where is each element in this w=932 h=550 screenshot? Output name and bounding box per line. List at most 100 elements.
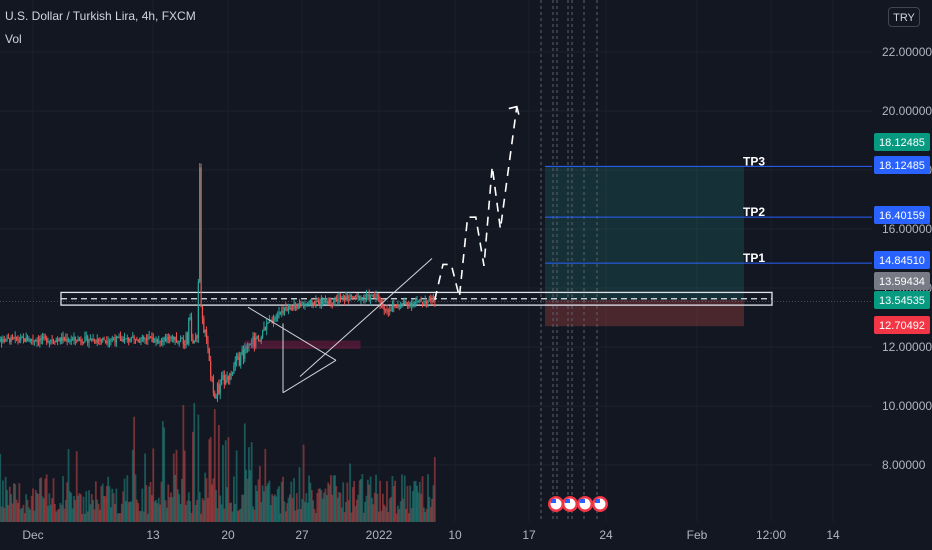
volume-bar bbox=[319, 488, 321, 522]
candle-body bbox=[207, 339, 209, 349]
volume-bar bbox=[339, 492, 342, 522]
volume-bar bbox=[289, 494, 291, 522]
volume-bar bbox=[353, 480, 356, 522]
candle-body bbox=[309, 300, 312, 302]
target-zone bbox=[545, 166, 744, 300]
candle-body bbox=[193, 340, 195, 344]
candle-body bbox=[47, 341, 49, 343]
time-axis[interactable]: Dec 13 20 27 2022 10 17 24 Feb 12:00 14 bbox=[22, 528, 840, 542]
candle-body bbox=[78, 338, 81, 340]
candle-body bbox=[199, 167, 201, 282]
candle-body bbox=[111, 339, 113, 341]
candle-body bbox=[118, 337, 120, 339]
candle-body bbox=[267, 322, 269, 324]
volume-bar bbox=[272, 496, 275, 522]
candle-body bbox=[160, 341, 163, 343]
candle-body bbox=[46, 337, 48, 343]
volume-bar bbox=[18, 483, 21, 522]
candle-body bbox=[61, 337, 63, 342]
volume-bar bbox=[110, 507, 112, 522]
candle-body bbox=[204, 329, 206, 333]
volume-bar bbox=[159, 504, 161, 522]
candle-body bbox=[212, 377, 214, 394]
volume-bar bbox=[343, 512, 346, 522]
volume-bar bbox=[134, 474, 137, 522]
candle-body bbox=[81, 341, 83, 343]
volume-bar bbox=[280, 481, 283, 522]
volume-bar bbox=[238, 509, 241, 522]
candle-body bbox=[29, 338, 31, 341]
candle-body bbox=[104, 340, 107, 342]
candle-body bbox=[58, 339, 60, 342]
volume-bar bbox=[334, 475, 336, 522]
candle-body bbox=[369, 295, 372, 300]
volume-bar bbox=[354, 505, 357, 522]
candle-body bbox=[315, 301, 317, 305]
volume-bar bbox=[182, 405, 185, 522]
candle-body bbox=[339, 297, 342, 299]
volume-bar bbox=[99, 509, 101, 522]
volume-bar bbox=[249, 470, 252, 522]
candle-body bbox=[197, 281, 199, 339]
candle-body bbox=[249, 344, 251, 346]
candle-body bbox=[132, 336, 134, 338]
candle-body bbox=[328, 297, 331, 304]
candle-body bbox=[10, 336, 12, 343]
candle-body bbox=[251, 342, 253, 345]
candle-body bbox=[84, 336, 86, 343]
volume-bar bbox=[295, 493, 298, 522]
candle-body bbox=[264, 327, 266, 330]
volume-bar bbox=[40, 477, 43, 522]
candle-body bbox=[171, 336, 173, 338]
volume-bar bbox=[294, 510, 297, 522]
volume-bar bbox=[335, 486, 338, 522]
candle-body bbox=[292, 307, 294, 309]
candle-body bbox=[6, 337, 8, 341]
candle-body bbox=[323, 298, 325, 300]
volume-bar bbox=[349, 463, 351, 522]
volume-bar bbox=[69, 491, 71, 522]
volume-bar bbox=[215, 490, 218, 522]
candle-body bbox=[59, 337, 61, 342]
volume-bar bbox=[387, 511, 390, 522]
candle-body bbox=[245, 346, 247, 349]
candle-body bbox=[41, 336, 44, 340]
symbol-legend[interactable]: U.S. Dollar / Turkish Lira, 4h, FXCM bbox=[5, 9, 196, 23]
volume-bar bbox=[192, 431, 194, 522]
volume-bar bbox=[357, 494, 360, 522]
volume-bar bbox=[97, 503, 100, 522]
candle-body bbox=[143, 336, 145, 340]
candle-body bbox=[57, 339, 59, 341]
volume-bar bbox=[15, 499, 18, 522]
candle-body bbox=[74, 337, 76, 340]
candle-body bbox=[415, 301, 417, 303]
volume-bar bbox=[304, 501, 306, 522]
candle-body bbox=[330, 297, 332, 303]
candle-body bbox=[246, 346, 249, 348]
candle-body bbox=[342, 296, 344, 298]
candle-body bbox=[219, 384, 221, 394]
candle-body bbox=[426, 301, 428, 304]
candle-body bbox=[50, 340, 52, 342]
candle-body bbox=[31, 338, 33, 341]
candle-body bbox=[282, 311, 284, 314]
candle-body bbox=[129, 340, 131, 342]
candle-body bbox=[215, 396, 217, 399]
price-label-text: 14.84510 bbox=[879, 255, 925, 267]
volume-bar bbox=[186, 500, 189, 522]
candle-body bbox=[308, 301, 310, 304]
candle-body bbox=[226, 376, 228, 380]
volume-bar bbox=[325, 495, 328, 522]
candle-body bbox=[354, 295, 357, 299]
volume-bar bbox=[197, 414, 200, 522]
volume-legend[interactable]: Vol bbox=[5, 32, 22, 46]
volume-bar bbox=[384, 506, 387, 522]
candle-body bbox=[211, 376, 213, 378]
us-flag-icon-canton bbox=[580, 499, 585, 503]
candle-body bbox=[409, 303, 411, 307]
currency-badge[interactable]: TRY bbox=[888, 7, 920, 27]
candle-body bbox=[367, 294, 369, 296]
volume-bar bbox=[10, 494, 13, 522]
volume-bar bbox=[157, 497, 160, 522]
